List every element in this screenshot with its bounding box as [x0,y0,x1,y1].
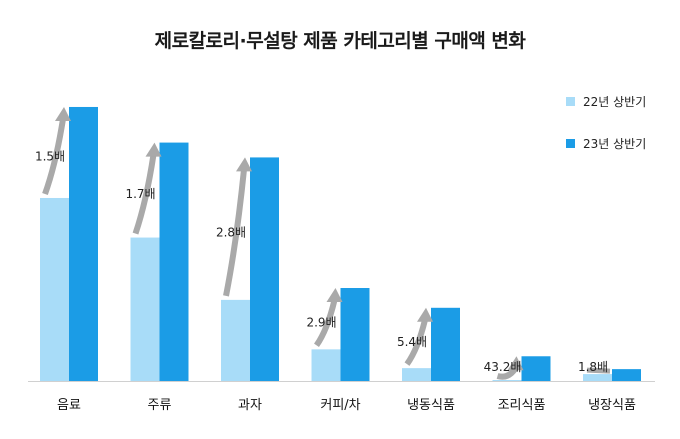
legend-swatch-22h1 [566,96,575,106]
growth-arrowhead-3 [326,288,343,303]
category-label-6: 냉장식품 [588,398,636,413]
category-label-5: 조리식품 [498,398,546,413]
growth-label-1: 1.7배 [125,187,155,201]
growth-arrow-0 [42,118,66,195]
bar-22h1-4 [402,368,431,381]
growth-arrow-3 [314,299,338,348]
bar-23h1-6 [612,369,641,381]
category-label-3: 커피/차 [320,398,360,413]
legend-label-22h1: 22년 상반기 [583,94,647,109]
growth-arrow-2 [223,169,247,297]
legend-label-23h1: 23년 상반기 [583,136,647,151]
legend-item-22h1: 22년 상반기 [566,92,646,110]
bar-23h1-4 [431,307,460,381]
bar-22h1-0 [40,197,69,381]
growth-arrowhead-2 [236,157,252,172]
category-label-2: 과자 [238,398,262,413]
chart-title: 제로칼로리·무설탕 제품 카테고리별 구매액 변화 [154,30,526,52]
bar-22h1-5 [492,380,522,381]
category-label-1: 주류 [148,398,172,413]
bar-22h1-3 [311,349,341,381]
growth-label-4: 5.4배 [397,335,427,349]
bar-23h1-0 [69,106,98,381]
growth-label-2: 2.8배 [216,226,246,240]
growth-label-6: 1.8배 [578,360,608,374]
growth-arrowhead-5 [507,356,524,371]
legend-item-23h1: 23년 상반기 [566,134,646,152]
growth-arrowhead-0 [55,106,71,121]
growth-arrow-1 [132,154,157,235]
bar-22h1-2 [221,299,250,381]
bar-22h1-6 [583,374,612,381]
growth-label-3: 2.9배 [306,316,336,330]
category-label-4: 냉동식품 [407,398,455,413]
growth-label-5: 43.2배 [484,360,522,374]
category-label-0: 음료 [57,398,81,413]
bar-23h1-2 [250,157,279,381]
bar-23h1-3 [340,288,370,381]
bar-22h1-1 [130,237,160,381]
growth-arrowhead-1 [145,142,162,157]
legend: 22년 상반기 23년 상반기 [566,92,646,176]
growth-label-0: 1.5배 [35,149,65,163]
bar-23h1-5 [521,356,551,381]
growth-arrow-6 [586,367,611,374]
legend-swatch-23h1 [566,138,575,148]
growth-arrow-4 [404,319,428,366]
growth-arrowhead-4 [417,307,433,322]
bar-23h1-1 [159,142,189,381]
